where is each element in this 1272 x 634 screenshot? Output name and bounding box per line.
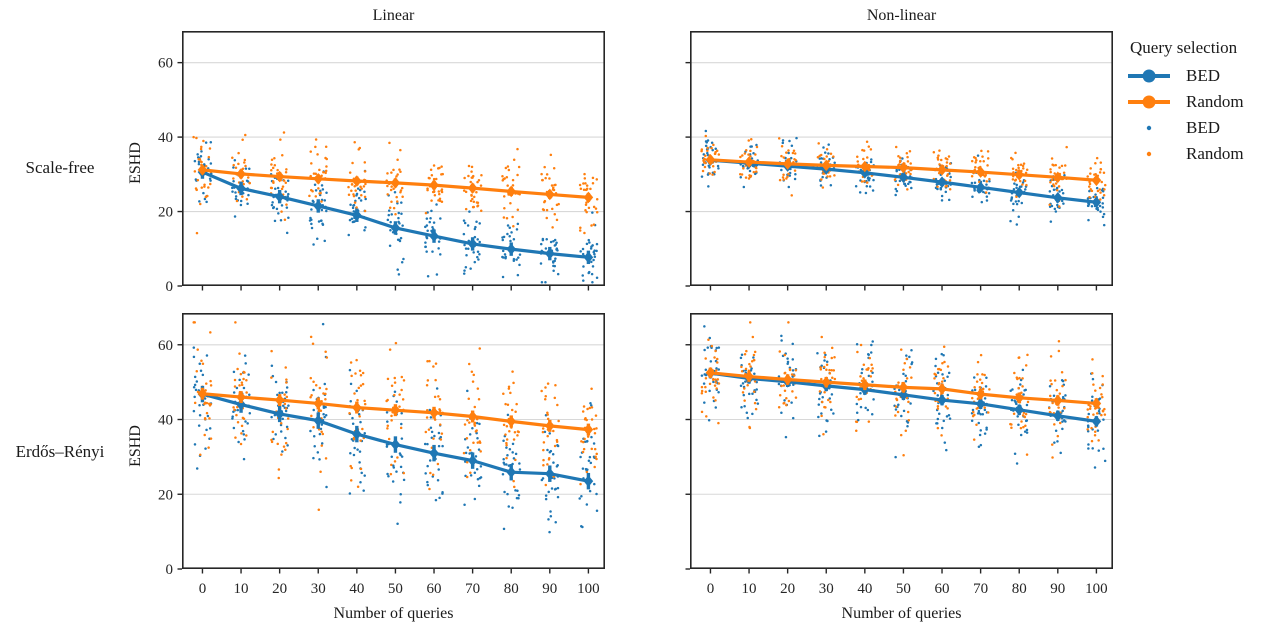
svg-text:70: 70 (465, 581, 480, 597)
legend-label-random-dot: Random (1186, 144, 1244, 163)
svg-text:60: 60 (427, 581, 442, 597)
legend-entry-random-dot: Random (1126, 141, 1272, 167)
svg-text:0: 0 (199, 581, 207, 597)
svg-text:90: 90 (1050, 581, 1065, 597)
legend-entry-bed-dot: BED (1126, 115, 1272, 141)
random-dot-swatch-icon (1146, 151, 1152, 157)
svg-text:70: 70 (973, 581, 988, 597)
bed-dot-swatch-icon (1146, 125, 1152, 131)
svg-text:10: 10 (742, 581, 757, 597)
random-line-swatch-icon (1128, 95, 1170, 109)
svg-text:40: 40 (349, 581, 364, 597)
svg-text:40: 40 (158, 130, 173, 146)
svg-text:50: 50 (388, 581, 403, 597)
y-axis-label-top: ESHD (127, 142, 144, 184)
svg-text:20: 20 (158, 487, 173, 503)
row-label-erdos-renyi: Erdős–Rényi (15, 442, 105, 461)
svg-text:20: 20 (158, 205, 173, 221)
x-axis-label-right: Number of queries (841, 605, 962, 622)
svg-text:40: 40 (158, 413, 173, 429)
svg-text:30: 30 (819, 581, 834, 597)
svg-text:90: 90 (542, 581, 557, 597)
svg-text:40: 40 (857, 581, 872, 597)
svg-text:60: 60 (935, 581, 950, 597)
panel-scale-free-non-linear (685, 31, 1113, 291)
svg-text:0: 0 (166, 279, 174, 295)
svg-text:100: 100 (1085, 581, 1108, 597)
y-axis-label-bottom: ESHD (127, 425, 144, 467)
panel-erdos-renyi-linear: 0 20 40 60 0 10 20 30 40 50 60 70 80 90 100 (158, 313, 605, 597)
svg-text:60: 60 (158, 338, 173, 354)
legend-label-bed-line: BED (1186, 66, 1220, 85)
panel-scale-free-linear: 0 20 40 60 (158, 31, 605, 295)
legend-label-bed-dot: BED (1186, 118, 1220, 137)
svg-text:30: 30 (311, 581, 326, 597)
legend: Query selection BED Random BED Random (1126, 38, 1272, 167)
bed-line-swatch-icon (1128, 69, 1170, 83)
svg-text:10: 10 (234, 581, 249, 597)
svg-text:80: 80 (1012, 581, 1027, 597)
column-title-linear: Linear (372, 7, 415, 24)
column-title-non-linear: Non-linear (866, 7, 937, 24)
svg-text:100: 100 (577, 581, 600, 597)
panel-erdos-renyi-non-linear: 0 10 20 30 40 50 60 70 80 90 100 (685, 313, 1113, 597)
svg-text:20: 20 (780, 581, 795, 597)
row-label-scale-free: Scale-free (25, 158, 95, 177)
svg-text:0: 0 (166, 562, 174, 578)
svg-text:60: 60 (158, 56, 173, 72)
svg-text:0: 0 (707, 581, 715, 597)
legend-entry-bed-line: BED (1126, 63, 1272, 89)
svg-text:50: 50 (896, 581, 911, 597)
legend-title: Query selection (1130, 38, 1238, 57)
svg-text:20: 20 (272, 581, 287, 597)
legend-entry-random-line: Random (1126, 89, 1272, 115)
svg-text:80: 80 (504, 581, 519, 597)
legend-label-random-line: Random (1186, 92, 1244, 111)
x-axis-label-left: Number of queries (333, 605, 454, 622)
